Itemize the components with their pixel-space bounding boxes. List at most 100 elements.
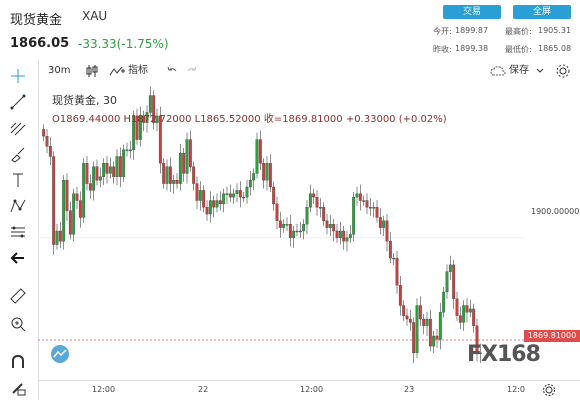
cloud-icon[interactable]: [490, 60, 506, 82]
candle-body: [175, 180, 179, 184]
pattern-icon[interactable]: [8, 196, 28, 216]
candle-body: [135, 115, 139, 140]
prev-close-label: 昨收:: [433, 45, 452, 54]
candle-body: [248, 180, 252, 188]
candle-body: [388, 241, 392, 259]
candle-body: [138, 115, 142, 140]
logo-icon[interactable]: [48, 344, 72, 364]
candle-body: [478, 352, 482, 354]
candle-body: [328, 224, 332, 228]
fib-tool-icon[interactable]: [8, 118, 28, 138]
candle-body: [308, 193, 312, 208]
current-price: 1866.05: [10, 36, 70, 51]
candle-body: [202, 190, 206, 208]
x-tick-label: 22: [198, 385, 209, 394]
candle-body: [145, 112, 149, 123]
x-tick-label: 23: [404, 385, 415, 394]
candle-body: [255, 139, 259, 174]
candle-body: [92, 166, 96, 191]
candle-body: [282, 224, 286, 228]
candle-body: [275, 203, 279, 221]
save-button[interactable]: 保存: [509, 65, 529, 76]
candle-body: [115, 156, 119, 177]
candle-body: [212, 200, 216, 208]
candle-body: [408, 318, 412, 323]
candle-body: [472, 308, 476, 326]
last-price-label: 1869.81000: [524, 330, 580, 342]
candle-body: [305, 207, 309, 225]
magnet-icon[interactable]: [8, 352, 28, 372]
candle-body: [362, 200, 366, 202]
candle-body: [75, 193, 79, 201]
candle-body: [365, 200, 369, 208]
save-dropdown-icon[interactable]: [536, 60, 544, 82]
low-label: 最低价:: [505, 45, 532, 54]
trend-line-icon[interactable]: [8, 92, 28, 112]
candle-body: [55, 230, 59, 245]
candle-body: [475, 325, 479, 354]
symbol-code: XAU: [82, 9, 108, 23]
candle-body: [348, 234, 352, 238]
candle-body: [462, 305, 466, 323]
candle-body: [325, 220, 329, 228]
candle-body: [165, 166, 169, 184]
candle-body: [122, 149, 126, 177]
candle-body: [48, 146, 52, 157]
undo-icon[interactable]: [167, 60, 177, 82]
candle-body: [418, 305, 422, 320]
settings-icon[interactable]: [556, 60, 570, 82]
candle-body: [265, 163, 269, 181]
prediction-icon[interactable]: [8, 222, 28, 242]
redo-icon[interactable]: [187, 60, 197, 82]
candle-body: [222, 193, 226, 205]
candle-body: [285, 224, 289, 226]
candle-body: [45, 136, 49, 147]
brush-icon[interactable]: [8, 144, 28, 164]
fullscreen-button[interactable]: 全屏: [513, 5, 571, 19]
candle-body: [128, 149, 132, 151]
indicators-button[interactable]: 指标: [128, 65, 148, 76]
high-value: 1905.31: [538, 26, 572, 35]
indicator-icon[interactable]: [109, 60, 125, 82]
candle-body: [155, 115, 159, 123]
candle-body: [298, 230, 302, 233]
candle-body: [405, 315, 409, 320]
header: 现货黄金 XAU 交易 全屏 1866.05 -33.33(-1.75%) 今开…: [0, 0, 580, 60]
candle-body: [235, 190, 239, 194]
chart-legend-ohlc: O1869.44000 H1872.72000 L1865.52000 收=18…: [52, 114, 447, 125]
candle-body: [465, 305, 469, 313]
zoom-in-icon[interactable]: [8, 314, 28, 334]
candle-body: [442, 291, 446, 313]
crosshair-icon[interactable]: [8, 66, 28, 86]
candle-body: [435, 335, 439, 340]
interval-selector[interactable]: 30m: [48, 65, 71, 76]
text-tool-icon[interactable]: [8, 170, 28, 190]
candle-body: [82, 163, 86, 218]
candle-body: [295, 230, 299, 233]
candle-body: [342, 230, 346, 242]
candle-body: [448, 264, 452, 272]
candle-body: [178, 152, 182, 184]
candle-body: [272, 186, 276, 205]
back-arrow-icon[interactable]: [8, 248, 28, 268]
candlestick-chart[interactable]: [38, 82, 524, 380]
candle-body: [205, 207, 209, 215]
lock-drawing-icon[interactable]: [8, 378, 28, 398]
candle-body: [322, 207, 326, 221]
candle-body: [332, 224, 336, 232]
candle-body: [338, 230, 342, 238]
candle-style-icon[interactable]: [86, 60, 98, 82]
candle-body: [78, 200, 82, 218]
candle-body: [375, 207, 379, 218]
ruler-icon[interactable]: [8, 286, 28, 306]
x-tick-label: 12:00: [300, 385, 324, 394]
candle-body: [288, 224, 292, 238]
chart-plot-area[interactable]: [38, 82, 524, 380]
candle-body: [438, 312, 442, 340]
high-label: 最高价:: [505, 27, 532, 36]
candle-body: [318, 207, 322, 209]
candle-body: [52, 156, 56, 245]
trade-button[interactable]: 交易: [443, 5, 501, 19]
prev-close-value: 1899.38: [455, 44, 489, 53]
axis-settings-icon[interactable]: [542, 383, 556, 397]
